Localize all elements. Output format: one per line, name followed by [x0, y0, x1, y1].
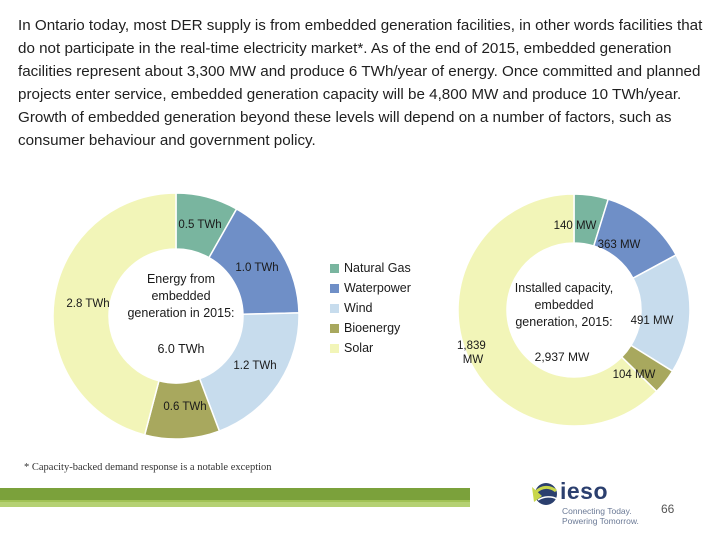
- ieso-globe-icon: [532, 483, 558, 505]
- energy-center-title-1: Energy from: [147, 272, 215, 286]
- chart2-slice-solar: [457, 193, 658, 427]
- legend-swatch-natural-gas: [330, 263, 339, 273]
- energy-center-title-3: generation in 2015:: [127, 306, 234, 320]
- energy-center-total: 6.0 TWh: [157, 342, 204, 356]
- footer-green-bar: [0, 488, 470, 502]
- capacity-center-title-2: embedded: [534, 298, 593, 312]
- legend-item-wind: Wind: [330, 298, 411, 318]
- energy-label-solar: 2.8 TWh: [66, 298, 109, 310]
- energy-label-bioenergy: 0.6 TWh: [163, 401, 206, 413]
- capacity-center-total: 2,937 MW: [535, 350, 590, 364]
- capacity-label-bioenergy: 104 MW: [613, 369, 656, 381]
- capacity-label-natural-gas: 140 MW: [554, 220, 597, 232]
- energy-label-natural-gas: 0.5 TWh: [178, 219, 221, 231]
- capacity-label-solar: 1,839 MW: [457, 340, 489, 366]
- capacity-center-title-1: Installed capacity,: [515, 281, 613, 295]
- legend-swatch-bioenergy: [330, 323, 339, 333]
- chart1-slice-solar: [52, 192, 177, 436]
- legend-item-bioenergy: Bioenergy: [330, 318, 411, 338]
- chart-legend: Natural Gas Waterpower Wind Bioenergy So…: [330, 258, 411, 358]
- capacity-label-solar-unit: MW: [463, 354, 484, 366]
- legend-swatch-waterpower: [330, 283, 339, 293]
- legend-item-natural-gas: Natural Gas: [330, 258, 411, 278]
- capacity-center-title-3: generation, 2015:: [515, 315, 612, 329]
- ieso-logo: ieso: [560, 478, 609, 504]
- capacity-label-wind: 491 MW: [631, 315, 674, 327]
- footer-green-bar-accent: [0, 500, 470, 507]
- energy-label-waterpower: 1.0 TWh: [235, 262, 278, 274]
- capacity-label-solar-value: 1,839: [457, 340, 486, 352]
- legend-item-waterpower: Waterpower: [330, 278, 411, 298]
- capacity-label-waterpower: 363 MW: [598, 239, 641, 251]
- intro-paragraph: In Ontario today, most DER supply is fro…: [18, 17, 703, 149]
- capacity-donut-chart: Installed capacity, embedded generation,…: [457, 193, 691, 427]
- energy-label-wind: 1.2 TWh: [233, 360, 276, 372]
- page-number: 66: [661, 502, 675, 516]
- energy-donut-chart: Energy from embedded generation in 2015:…: [52, 192, 300, 440]
- ieso-tagline: Connecting Today. Powering Tomorrow.: [562, 506, 639, 526]
- energy-center-title-2: embedded: [151, 289, 210, 303]
- legend-item-solar: Solar: [330, 338, 411, 358]
- legend-swatch-wind: [330, 303, 339, 313]
- footnote: * Capacity-backed demand response is a n…: [24, 462, 272, 473]
- legend-swatch-solar: [330, 343, 339, 353]
